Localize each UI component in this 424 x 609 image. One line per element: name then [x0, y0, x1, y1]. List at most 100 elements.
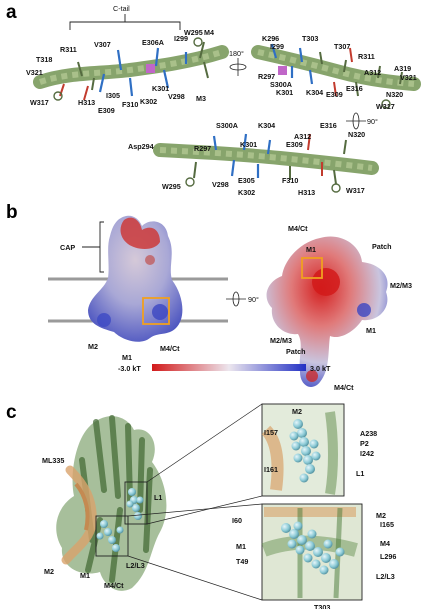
panel-a-view3-residue-label-5: Asp294	[128, 142, 154, 151]
rotation-90-symbol: 90°	[346, 112, 378, 130]
electrostatic-surface-top-view	[266, 236, 388, 387]
panel-c-inset-bottom-residue-label-2: I165	[380, 520, 394, 529]
scale-min-label: -3.0 kT	[118, 364, 141, 373]
panel-a-view3-residue-label-8: E309	[286, 140, 303, 149]
inset-bottom	[261, 503, 363, 601]
panel-c-inset-bottom-residue-label-4: M4	[380, 539, 390, 548]
panel-a-view1-residue-label-11: F310	[122, 100, 138, 109]
panel-a-view2-residue-label-2: T303	[302, 34, 318, 43]
panel-b-side-region-label-1: M1	[122, 353, 132, 362]
panel-a-view3-residue-label-11: E305	[238, 176, 255, 185]
c-tail-label: C-tail	[113, 4, 130, 13]
panel-a-view2-residue-label-14: W317	[376, 102, 395, 111]
panel-c-inset-bottom-residue-label-7: L2/L3	[376, 572, 395, 581]
rotation-180-symbol: 180°	[229, 49, 247, 76]
rotation-90-label-b: 90°	[248, 295, 259, 304]
panel-a-view1-residue-label-9: H313	[78, 98, 95, 107]
panel-a-view2-residue-label-8: R297	[258, 72, 275, 81]
panel-a-view3-residue-label-2: E316	[320, 121, 337, 130]
helix-view-3	[153, 133, 379, 193]
rotation-90-label: 90°	[367, 117, 378, 126]
channel-structure-overview	[56, 403, 263, 601]
rotation-180-label: 180°	[229, 49, 244, 58]
helix-view-1	[33, 37, 229, 101]
inset-bottom-frame	[261, 503, 363, 601]
panel-a-view3-residue-label-1: K304	[258, 121, 275, 130]
panel-a: a C-tail V307 E306A I299 W295 M4 R311 T318 V321…	[0, 0, 424, 200]
panel-a-view2-residue-label-3: T307	[334, 42, 350, 51]
panel-c-inset-bottom-residue-label-8: T303	[314, 603, 330, 609]
panel-a-view1-residue-label-16: M3	[196, 94, 206, 103]
panel-a-view1-residue-label-12: I305	[106, 91, 120, 100]
patch-highlight-box-left	[142, 297, 170, 325]
panel-c-inset-top-residue-label-4: I242	[360, 449, 374, 458]
panel-c-inset-top-residue-label-6: L1	[356, 469, 364, 478]
panel-c-region-label-3: M1	[80, 571, 90, 580]
panel-a-view2-residue-label-1: I299	[270, 42, 284, 51]
electrostatic-surface-side-view	[88, 215, 183, 342]
scale-max-label: 3.0 kT	[310, 364, 331, 373]
panel-a-view1-residue-label-3: W295	[184, 28, 203, 37]
panel-a-view1-residue-label-1: E306A	[142, 38, 164, 47]
inset-top	[261, 403, 345, 497]
panel-c-inset-bottom-residue-label-6: L296	[380, 552, 396, 561]
panel-c-inset-top-residue-label-5: I161	[264, 465, 278, 474]
panel-a-view1-residue-label-13: K302	[140, 97, 157, 106]
panel-a-view3-residue-label-13: W317	[346, 186, 365, 195]
panel-b-side-region-label-2: M4/Ct	[160, 344, 180, 353]
panel-a-view1-residue-label-2: I299	[174, 34, 188, 43]
panel-a-view1-residue-label-15: K301	[152, 84, 169, 93]
cap-bracket: CAP	[60, 221, 104, 273]
panel-a-view1-residue-label-10: E309	[98, 106, 115, 115]
panel-c-inset-top-residue-label-3: P2	[360, 439, 369, 448]
panel-a-view1-residue-label-4: M4	[204, 28, 214, 37]
panel-b-letter: b	[6, 202, 18, 223]
panel-a-view2-residue-label-5: A312	[364, 68, 381, 77]
helix-view-2	[251, 43, 421, 109]
panel-a-view1-residue-label-6: T318	[36, 55, 52, 64]
panel-c-region-label-0: ML335	[42, 456, 64, 465]
panel-c-letter: c	[6, 402, 17, 423]
panel-a-view3-residue-label-10: V298	[212, 180, 229, 189]
panel-a-view3-residue-label-4: A312	[294, 132, 311, 141]
panel-c-inset-bottom-residue-label-5: T49	[236, 557, 248, 566]
panel-a-view3-residue-label-12: F310	[282, 176, 298, 185]
panel-c-region-label-4: L2/L3	[126, 561, 145, 570]
panel-b-figure: CAP M2 M1 M4/Ct 90° M4/Ct Patch M1 M2/M3 M2/M3…	[48, 215, 412, 392]
panel-c-inset-bottom-residue-label-3: M1	[236, 542, 246, 551]
patch-highlight-box-right	[301, 257, 323, 279]
panel-a-view3-residue-label-9: W295	[162, 182, 181, 191]
inset-box-top-source	[124, 481, 148, 525]
color-scale-bar	[152, 364, 306, 371]
panel-c-region-label-5: M4/Ct	[104, 581, 124, 590]
panel-a-view3-residue-label-7: K301	[240, 140, 257, 149]
panel-c-inset-bottom-residue-label-1: M2	[376, 511, 386, 520]
c-tail-bracket: C-tail	[69, 4, 181, 30]
panel-a-view3-residue-label-6: R297	[194, 144, 211, 153]
inset-box-bottom-source	[95, 515, 129, 557]
panel-a-view3-residue-label-15: H313	[298, 188, 315, 197]
electrostatic-color-scale: -3.0 kT 3.0 kT	[118, 364, 331, 373]
panel-a-view2-residue-label-0: K296	[262, 34, 279, 43]
panel-b-top-region-label-4: M2/M3	[270, 336, 292, 345]
panel-c: c	[0, 400, 424, 609]
panel-a-view2-residue-label-6: A319	[394, 64, 411, 73]
panel-a-view1-residue-label-0: V307	[94, 40, 111, 49]
panel-a-view2-residue-label-15: N320	[386, 90, 403, 99]
e306a-residue-highlight	[146, 64, 155, 73]
panel-c-inset-top-residue-label-1: I157	[264, 428, 278, 437]
panel-a-view1-residue-label-5: R311	[60, 45, 77, 54]
panel-a-view2-residue-label-11: K304	[306, 88, 323, 97]
panel-a-view2-residue-label-4: R311	[358, 52, 375, 61]
panel-c-region-label-1: L1	[154, 493, 162, 502]
panel-a-view3-residue-label-0: S300A	[216, 121, 238, 130]
panel-b-top-region-label-3: M2/M3	[390, 281, 412, 290]
panel-a-view2-residue-label-7: V321	[400, 73, 417, 82]
lipid-spheres-upper	[126, 488, 144, 520]
panel-a-view1-residue-label-7: V321	[26, 68, 43, 77]
panel-b-top-region-label-5: Patch	[286, 347, 306, 356]
panel-b-top-region-label-0: M4/Ct	[288, 224, 308, 233]
panel-c-inset-bottom-residue-label-0: I60	[232, 516, 242, 525]
panel-b-top-region-label-6: M1	[366, 326, 376, 335]
